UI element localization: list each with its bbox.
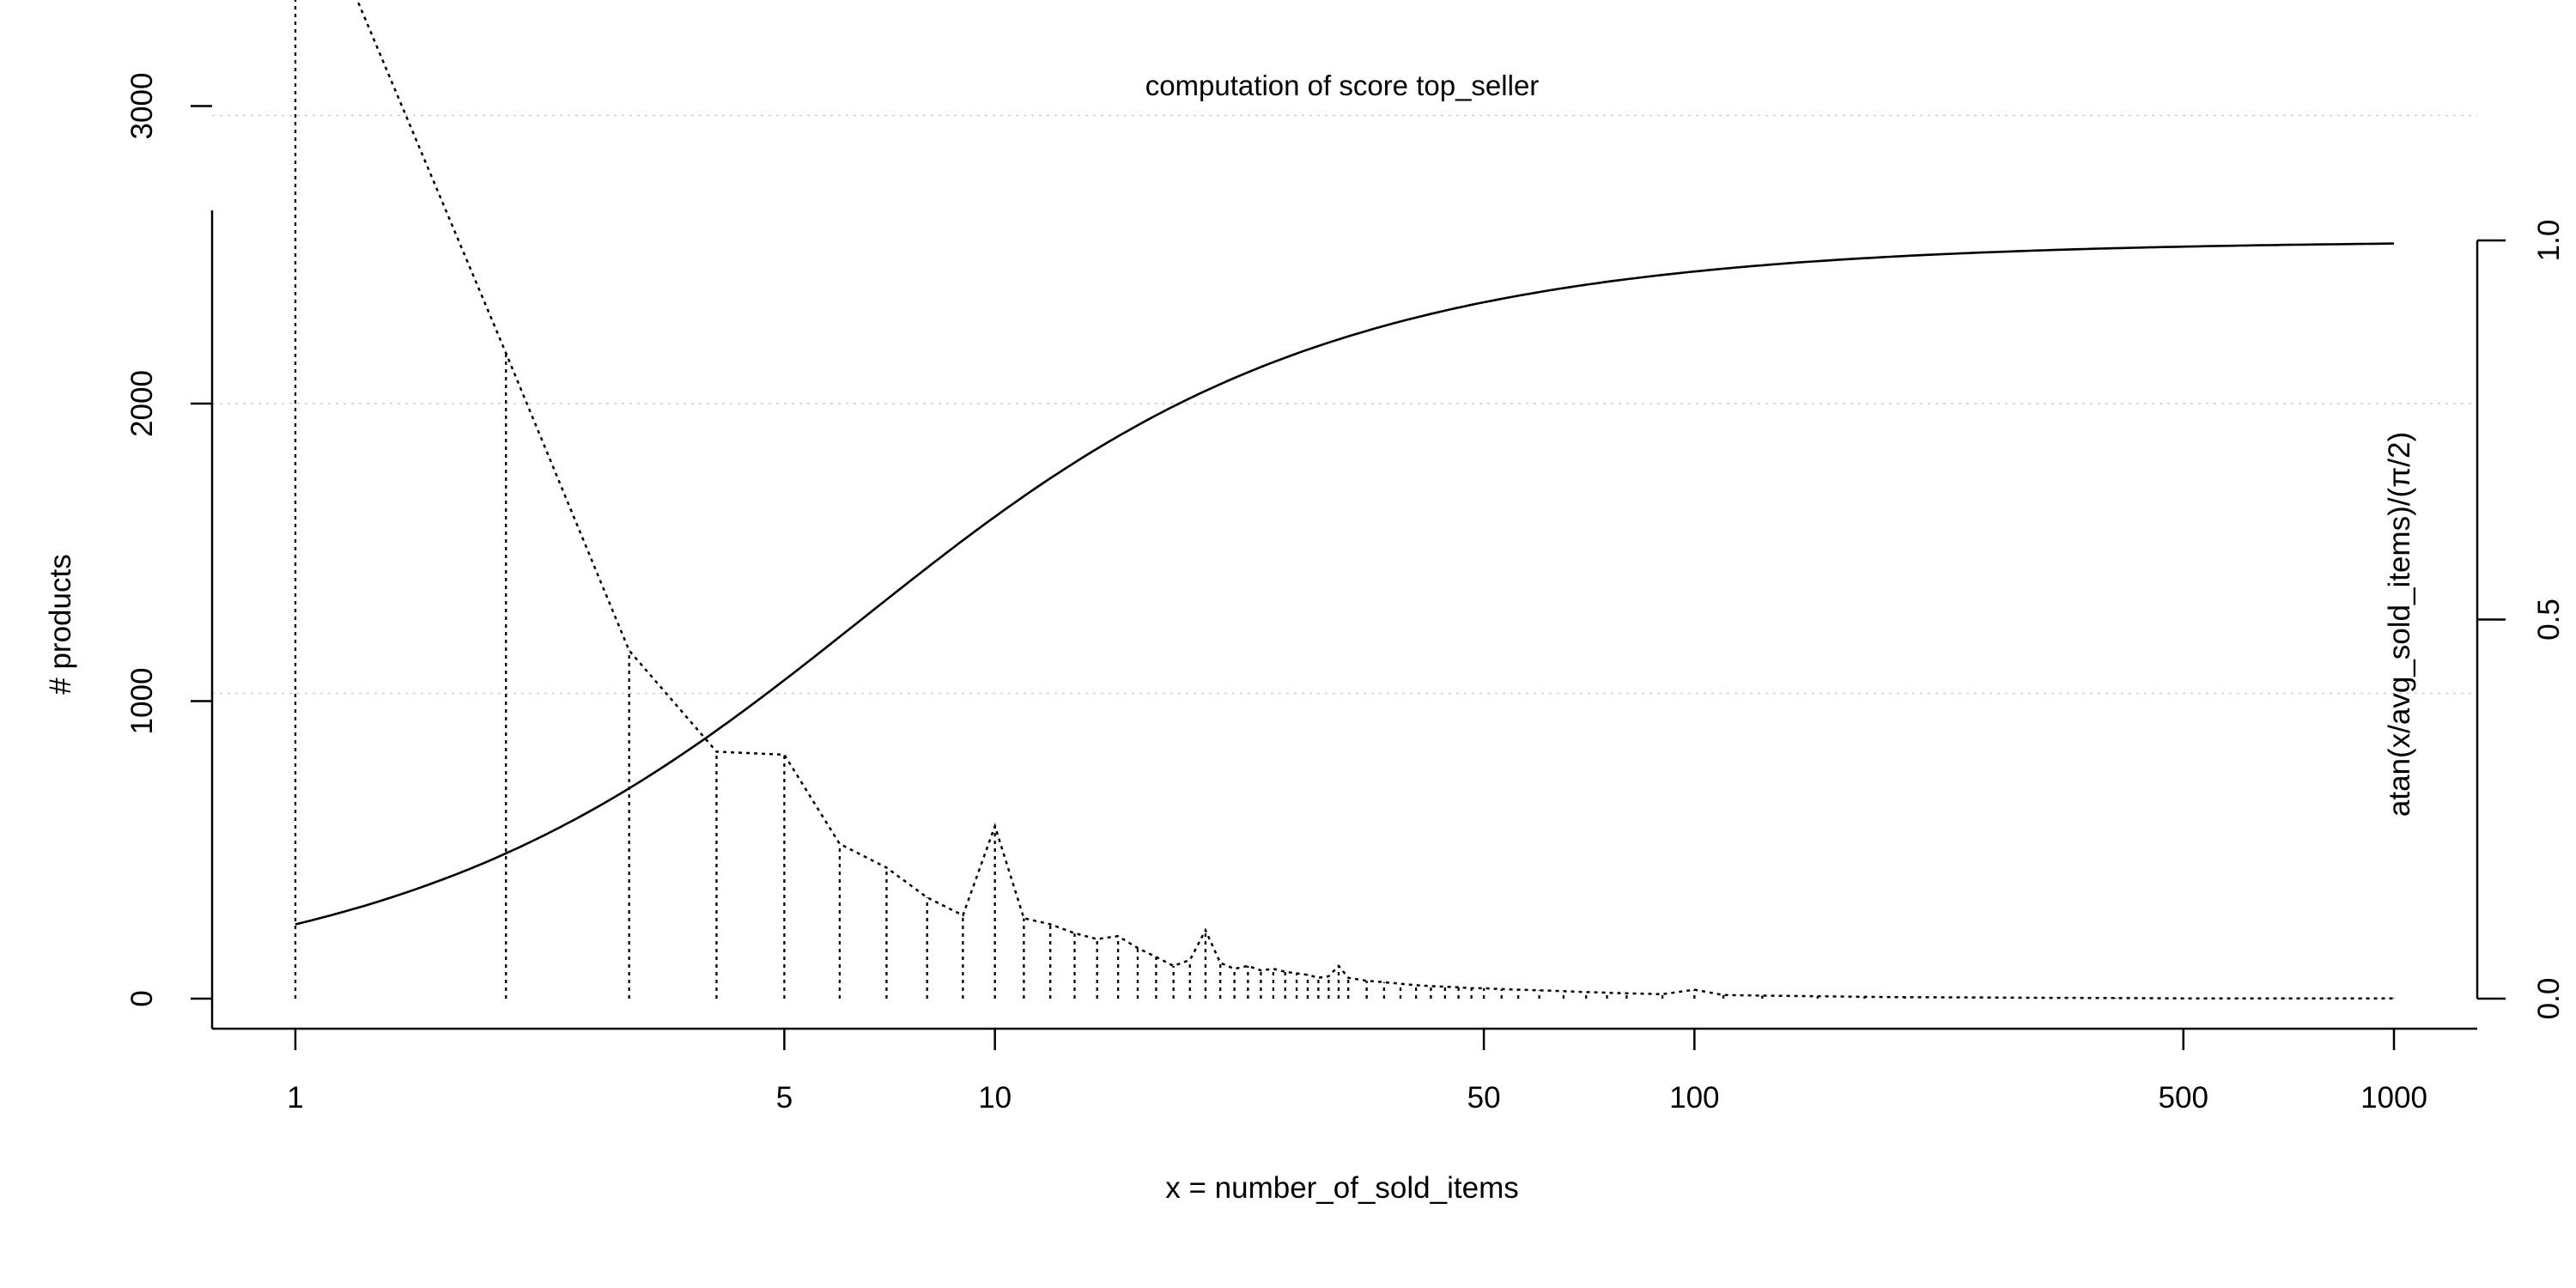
chart-title: computation of score top_seller — [1145, 70, 1540, 101]
x-tick-label-1000: 1000 — [2360, 1081, 2427, 1115]
x-tick-label-50: 50 — [1467, 1081, 1501, 1115]
x-tick-label-10: 10 — [978, 1081, 1012, 1115]
left-tick-label-3000: 3000 — [125, 73, 159, 140]
right-tick-label-0.5: 0.5 — [2532, 598, 2566, 641]
left-tick-label-0: 0 — [125, 990, 159, 1006]
y-axis-title-right: atan(x/avg_sold_items)/(π/2) — [2383, 432, 2416, 817]
x-tick-label-1: 1 — [287, 1081, 303, 1115]
drop-lines — [294, 0, 2396, 999]
bottom-axis: 1 5 10 50 100 500 1000 — [212, 1027, 2477, 1115]
right-tick-label-1: 1.0 — [2532, 220, 2566, 262]
right-tick-label-0: 0.0 — [2532, 978, 2566, 1020]
left-axis: 0 1000 2000 3000 — [125, 73, 214, 1029]
y-axis-title-left: # products — [44, 554, 77, 694]
x-tick-label-5: 5 — [776, 1081, 793, 1115]
x-tick-label-100: 100 — [1669, 1081, 1719, 1115]
x-tick-label-500: 500 — [2159, 1081, 2208, 1115]
right-axis: 0.0 0.5 1.0 — [2476, 220, 2566, 1020]
left-tick-label-1000: 1000 — [125, 668, 159, 735]
x-axis-title: x = number_of_sold_items — [1165, 1171, 1518, 1205]
left-tick-label-2000: 2000 — [125, 370, 159, 437]
gridlines — [212, 114, 2477, 695]
series-score-curve — [295, 242, 2395, 926]
series-product-count-line — [355, 0, 2394, 999]
